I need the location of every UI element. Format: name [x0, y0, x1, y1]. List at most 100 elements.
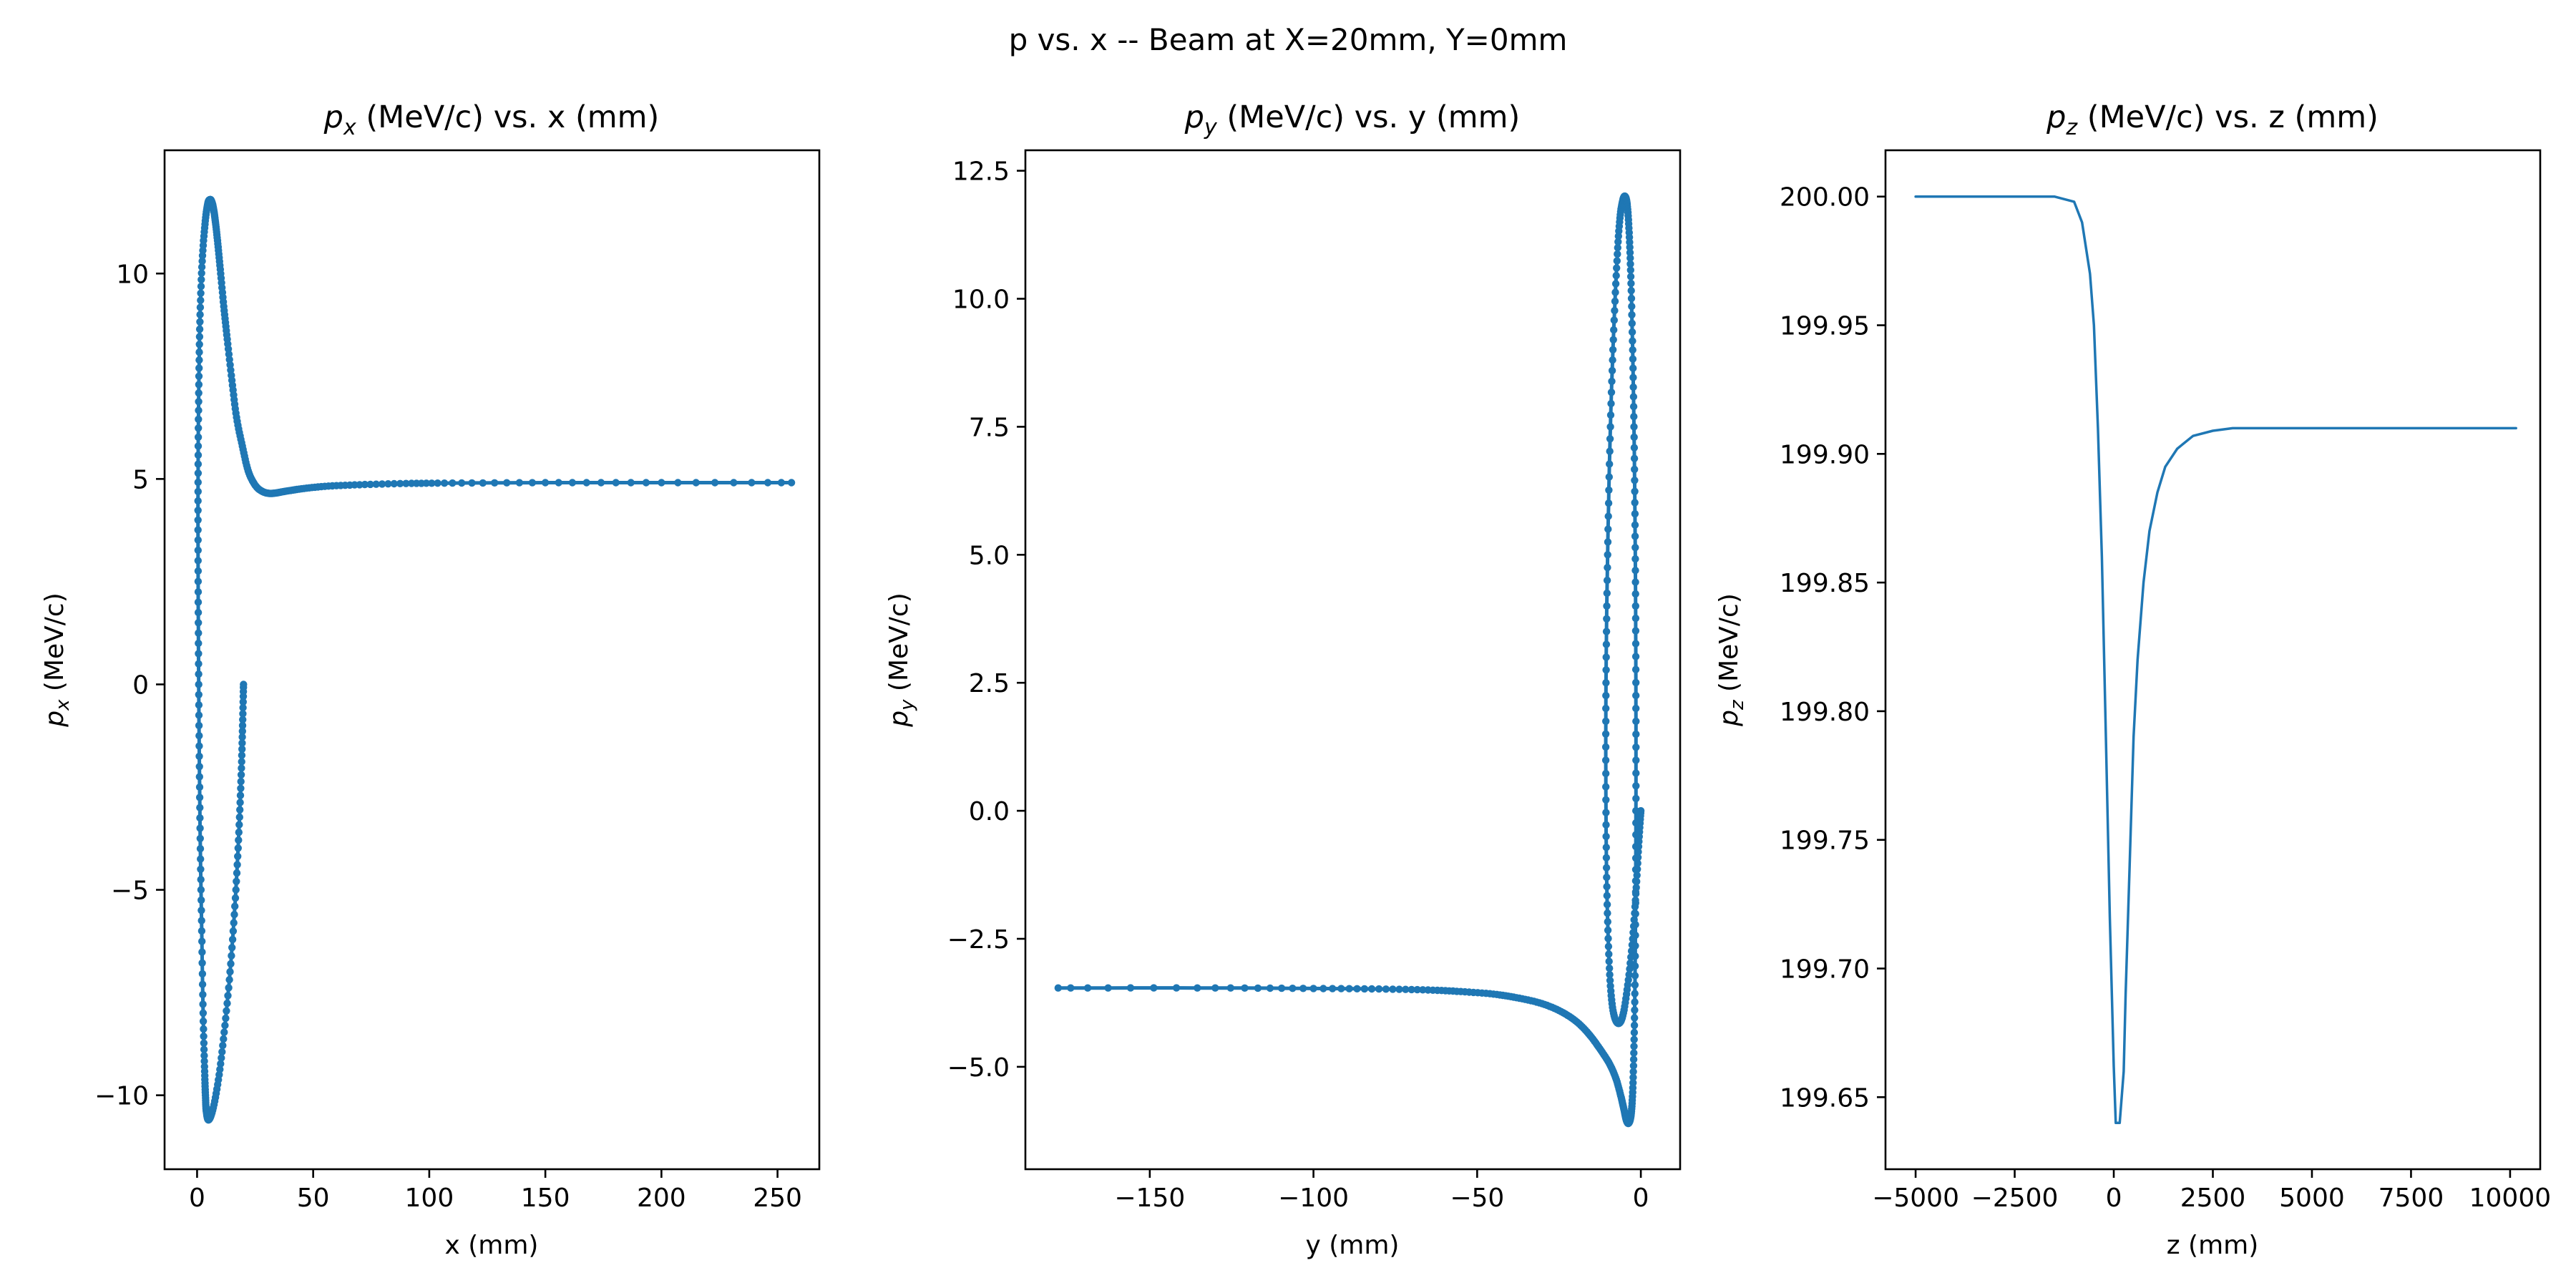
data-point	[1631, 627, 1640, 635]
data-point	[1626, 254, 1634, 262]
data-point	[1604, 551, 1611, 559]
data-point	[1626, 260, 1634, 268]
data-point	[361, 480, 369, 489]
data-point	[1602, 704, 1610, 713]
data-point	[195, 691, 203, 698]
data-point	[1628, 319, 1636, 328]
data-point	[195, 680, 203, 688]
data-point	[196, 804, 204, 811]
data-point	[1629, 383, 1637, 391]
data-point	[1631, 521, 1639, 529]
data-point	[1604, 942, 1613, 950]
y-tick-label: 199.95	[1780, 312, 1870, 341]
data-point	[1614, 238, 1622, 246]
data-point	[1631, 614, 1640, 623]
data-point	[237, 784, 245, 793]
data-point	[1602, 666, 1610, 674]
data-point	[1631, 590, 1639, 598]
x-tick-label: 200	[637, 1184, 686, 1213]
data-point	[238, 745, 246, 753]
title-rest: (MeV/c) vs. x (mm)	[356, 99, 660, 135]
data-point	[1602, 691, 1610, 700]
data-point	[1611, 306, 1619, 315]
data-point	[195, 629, 203, 637]
data-point	[787, 479, 796, 487]
data-point	[225, 984, 233, 992]
data-point	[1632, 819, 1640, 827]
data-point	[1601, 756, 1610, 764]
data-point	[763, 479, 772, 487]
data-point	[1602, 821, 1610, 829]
y-tick-label: 2.5	[969, 669, 1010, 698]
title-var: p	[1184, 99, 1204, 135]
y-tick-label: 7.5	[969, 413, 1010, 442]
data-point	[230, 919, 238, 927]
data-point	[195, 701, 203, 709]
ylabel-var: p	[40, 711, 69, 728]
data-point	[1375, 985, 1383, 993]
data-point	[1601, 743, 1610, 751]
data-point	[1604, 918, 1611, 926]
figure-suptitle: p vs. x -- Beam at X=20mm, Y=0mm	[1009, 22, 1568, 57]
data-point	[1603, 589, 1611, 597]
data-point	[1613, 257, 1621, 265]
data-point	[1629, 346, 1636, 354]
plot-layer	[1914, 195, 2517, 1125]
tick-layer: −5000 −2500 0 2500 5000 7500 10000 199.65 199.70…	[1780, 183, 2551, 1213]
title-var: p	[2046, 99, 2066, 135]
x-tick-label: 10000	[2469, 1184, 2552, 1213]
data-point	[194, 497, 202, 505]
data-point	[1602, 809, 1610, 816]
data-point	[200, 1039, 208, 1048]
data-point	[220, 1028, 228, 1036]
data-point	[1611, 297, 1619, 306]
data-point	[197, 886, 205, 894]
y-tick-label: 199.90	[1780, 440, 1870, 469]
data-point	[228, 944, 236, 952]
data-point	[200, 1057, 208, 1065]
data-point	[238, 764, 245, 772]
data-point	[1630, 1049, 1638, 1057]
data-point	[195, 660, 203, 668]
data-point	[198, 937, 206, 945]
data-point	[1631, 942, 1639, 950]
data-point	[1630, 444, 1639, 452]
data-point	[1603, 900, 1611, 909]
data-point	[1632, 756, 1640, 764]
data-point	[195, 348, 203, 356]
data-point	[195, 356, 203, 364]
y-tick-label: −10	[94, 1082, 149, 1111]
data-point	[1329, 985, 1337, 992]
data-point	[233, 861, 241, 869]
data-point	[1629, 1068, 1637, 1076]
data-point	[198, 257, 206, 265]
data-point	[236, 799, 244, 806]
data-point	[1626, 243, 1634, 251]
panel-py-vs-y: py (MeV/c) vs. y (mm) y (mm) py (MeV/c) …	[884, 99, 1682, 1260]
data-point	[1605, 950, 1613, 958]
data-point	[1395, 985, 1403, 993]
title-sub: x	[343, 115, 356, 140]
data-point	[1632, 678, 1640, 687]
ylabel-rest: (MeV/c)	[884, 592, 914, 699]
data-point	[200, 1063, 208, 1070]
panel-title: pz (MeV/c) vs. z (mm)	[2046, 99, 2379, 140]
data-point	[1629, 403, 1638, 411]
data-point	[197, 283, 205, 291]
data-point	[674, 479, 682, 487]
data-point	[1610, 316, 1618, 324]
data-point	[1628, 303, 1636, 311]
data-point	[1632, 717, 1640, 726]
data-point	[194, 598, 203, 606]
x-tick-label: 100	[405, 1184, 454, 1213]
data-point	[1602, 717, 1610, 726]
data-point	[237, 771, 245, 779]
data-point	[711, 479, 719, 487]
data-point	[1614, 244, 1621, 252]
ylabel-sub: z	[1727, 699, 1748, 711]
title-rest: (MeV/c) vs. y (mm)	[1217, 99, 1521, 135]
tick-layer: −150 −100 −50 0 −5.0 −2.5 0.0 2.5 5.0 7.5 10.0 12.5	[947, 157, 1649, 1213]
data-point	[1606, 970, 1614, 979]
data-point	[1628, 311, 1636, 319]
